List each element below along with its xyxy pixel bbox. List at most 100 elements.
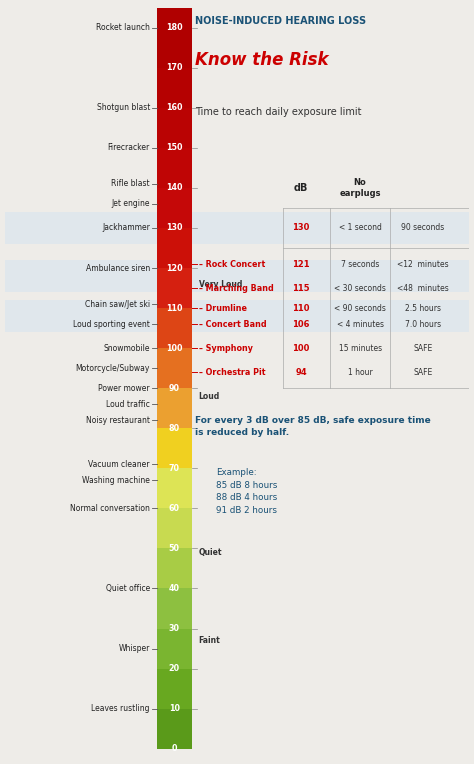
- Text: 60: 60: [169, 504, 180, 513]
- Bar: [157, 468, 191, 508]
- Text: 0: 0: [172, 744, 177, 753]
- Text: < 90 seconds: < 90 seconds: [334, 303, 386, 312]
- Text: – Drumline: – Drumline: [199, 303, 247, 312]
- Bar: [157, 68, 191, 108]
- Bar: [191, 300, 469, 332]
- Text: – Concert Band: – Concert Band: [199, 319, 267, 329]
- Bar: [157, 8, 191, 68]
- Bar: [157, 629, 191, 668]
- Text: Example:
85 dB 8 hours
88 dB 4 hours
91 dB 2 hours: Example: 85 dB 8 hours 88 dB 4 hours 91 …: [216, 468, 277, 515]
- Bar: [157, 148, 191, 188]
- Text: 1 hour: 1 hour: [348, 367, 373, 377]
- Text: Loud traffic: Loud traffic: [106, 400, 150, 409]
- Text: Rocket launch: Rocket launch: [96, 23, 150, 32]
- Bar: [157, 108, 191, 148]
- Text: – Marching Band: – Marching Band: [199, 283, 274, 293]
- Text: Vacuum cleaner: Vacuum cleaner: [89, 460, 150, 469]
- Text: – Symphony: – Symphony: [199, 344, 253, 353]
- Text: Jackhammer: Jackhammer: [102, 223, 150, 232]
- Text: Loud: Loud: [199, 392, 220, 400]
- Text: Rifle blast: Rifle blast: [111, 180, 150, 189]
- Text: Faint: Faint: [199, 636, 220, 645]
- Text: Washing machine: Washing machine: [82, 476, 150, 485]
- Text: 7.0 hours: 7.0 hours: [405, 319, 441, 329]
- Bar: [157, 348, 191, 388]
- Bar: [157, 388, 191, 429]
- Text: < 4 minutes: < 4 minutes: [337, 319, 383, 329]
- Text: 110: 110: [292, 303, 310, 312]
- Bar: [157, 709, 191, 749]
- Text: 7 seconds: 7 seconds: [341, 260, 379, 268]
- Text: 150: 150: [166, 144, 182, 152]
- Text: Know the Risk: Know the Risk: [195, 50, 328, 69]
- Bar: [191, 260, 469, 292]
- Text: Normal conversation: Normal conversation: [70, 504, 150, 513]
- Text: Firecracker: Firecracker: [108, 144, 150, 152]
- Text: < 1 second: < 1 second: [338, 223, 382, 232]
- Text: dB: dB: [294, 183, 308, 193]
- Text: Motorcycle/Subway: Motorcycle/Subway: [75, 364, 150, 373]
- Text: Leaves rustling: Leaves rustling: [91, 704, 150, 713]
- Text: NOISE-INDUCED HEARING LOSS: NOISE-INDUCED HEARING LOSS: [195, 16, 366, 26]
- Text: <48  minutes: <48 minutes: [397, 283, 449, 293]
- Text: 115: 115: [292, 283, 310, 293]
- Text: 20: 20: [169, 664, 180, 673]
- Text: SAFE: SAFE: [413, 367, 432, 377]
- Bar: [157, 549, 191, 588]
- Text: 130: 130: [166, 223, 182, 232]
- Text: <12  minutes: <12 minutes: [397, 260, 448, 268]
- Bar: [157, 429, 191, 468]
- Text: 10: 10: [169, 704, 180, 713]
- Text: 110: 110: [166, 303, 182, 312]
- Text: Power mower: Power mower: [98, 384, 150, 393]
- Bar: [157, 268, 191, 308]
- Bar: [157, 308, 191, 348]
- Text: For every 3 dB over 85 dB, safe exposure time
is reduced by half.: For every 3 dB over 85 dB, safe exposure…: [195, 416, 431, 437]
- Text: Quiet office: Quiet office: [106, 584, 150, 593]
- Text: 130: 130: [292, 223, 310, 232]
- Text: 40: 40: [169, 584, 180, 593]
- Bar: [157, 188, 191, 228]
- Bar: [157, 228, 191, 268]
- Text: No
earplugs: No earplugs: [339, 178, 381, 198]
- Text: 100: 100: [166, 344, 182, 353]
- Bar: [157, 588, 191, 629]
- Text: 121: 121: [292, 260, 310, 268]
- Text: Jet engine: Jet engine: [111, 199, 150, 209]
- Text: SAFE: SAFE: [413, 344, 432, 353]
- Text: 30: 30: [169, 624, 180, 633]
- Text: Loud sporting event: Loud sporting event: [73, 319, 150, 329]
- Text: Noisy restaurant: Noisy restaurant: [86, 416, 150, 425]
- Text: 180: 180: [166, 23, 182, 32]
- Text: Shotgun blast: Shotgun blast: [97, 103, 150, 112]
- Text: Whisper: Whisper: [118, 644, 150, 653]
- Text: 90: 90: [169, 384, 180, 393]
- Text: Time to reach daily exposure limit: Time to reach daily exposure limit: [195, 107, 362, 117]
- Text: 160: 160: [166, 103, 182, 112]
- Text: Snowmobile: Snowmobile: [103, 344, 150, 353]
- Bar: [5, 260, 157, 292]
- Bar: [157, 668, 191, 709]
- Text: < 30 seconds: < 30 seconds: [334, 283, 386, 293]
- Text: 50: 50: [169, 544, 180, 553]
- Text: – Rock Concert: – Rock Concert: [199, 260, 265, 268]
- Text: 94: 94: [295, 367, 307, 377]
- Text: 100: 100: [292, 344, 310, 353]
- Text: 15 minutes: 15 minutes: [338, 344, 382, 353]
- Text: 90 seconds: 90 seconds: [401, 223, 445, 232]
- Text: 140: 140: [166, 183, 182, 193]
- Text: 170: 170: [166, 63, 182, 73]
- Text: Ambulance siren: Ambulance siren: [86, 264, 150, 273]
- Text: Chain saw/Jet ski: Chain saw/Jet ski: [85, 299, 150, 309]
- Text: 2.5 hours: 2.5 hours: [405, 303, 441, 312]
- Bar: [157, 508, 191, 549]
- Bar: [191, 212, 469, 244]
- Text: Quiet: Quiet: [199, 548, 222, 557]
- Bar: [5, 300, 157, 332]
- Text: 120: 120: [166, 264, 182, 273]
- Text: 70: 70: [169, 464, 180, 473]
- Text: 106: 106: [292, 319, 310, 329]
- Bar: [5, 212, 157, 244]
- Text: 80: 80: [169, 424, 180, 432]
- Text: Very Loud: Very Loud: [199, 280, 242, 289]
